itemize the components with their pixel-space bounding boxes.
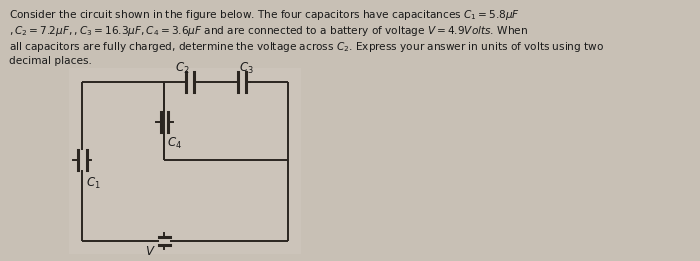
Text: $C_2$: $C_2$ bbox=[176, 61, 190, 76]
Text: decimal places.: decimal places. bbox=[9, 56, 92, 66]
Text: $V$: $V$ bbox=[146, 245, 156, 258]
Text: $C_4$: $C_4$ bbox=[167, 136, 182, 151]
Text: Consider the circuit shown in the figure below. The four capacitors have capacit: Consider the circuit shown in the figure… bbox=[9, 8, 520, 22]
Text: $C_3$: $C_3$ bbox=[239, 61, 254, 76]
Text: all capacitors are fully charged, determine the voltage across $C_2$. Express yo: all capacitors are fully charged, determ… bbox=[9, 40, 604, 54]
Text: $C_1$: $C_1$ bbox=[86, 175, 101, 191]
Bar bbox=[69, 68, 302, 254]
Text: $,C_2 = 7.2\mu F,,C_3 = 16.3\mu F,C_4 = 3.6\mu F$ and are connected to a battery: $,C_2 = 7.2\mu F,,C_3 = 16.3\mu F,C_4 = … bbox=[9, 24, 528, 38]
